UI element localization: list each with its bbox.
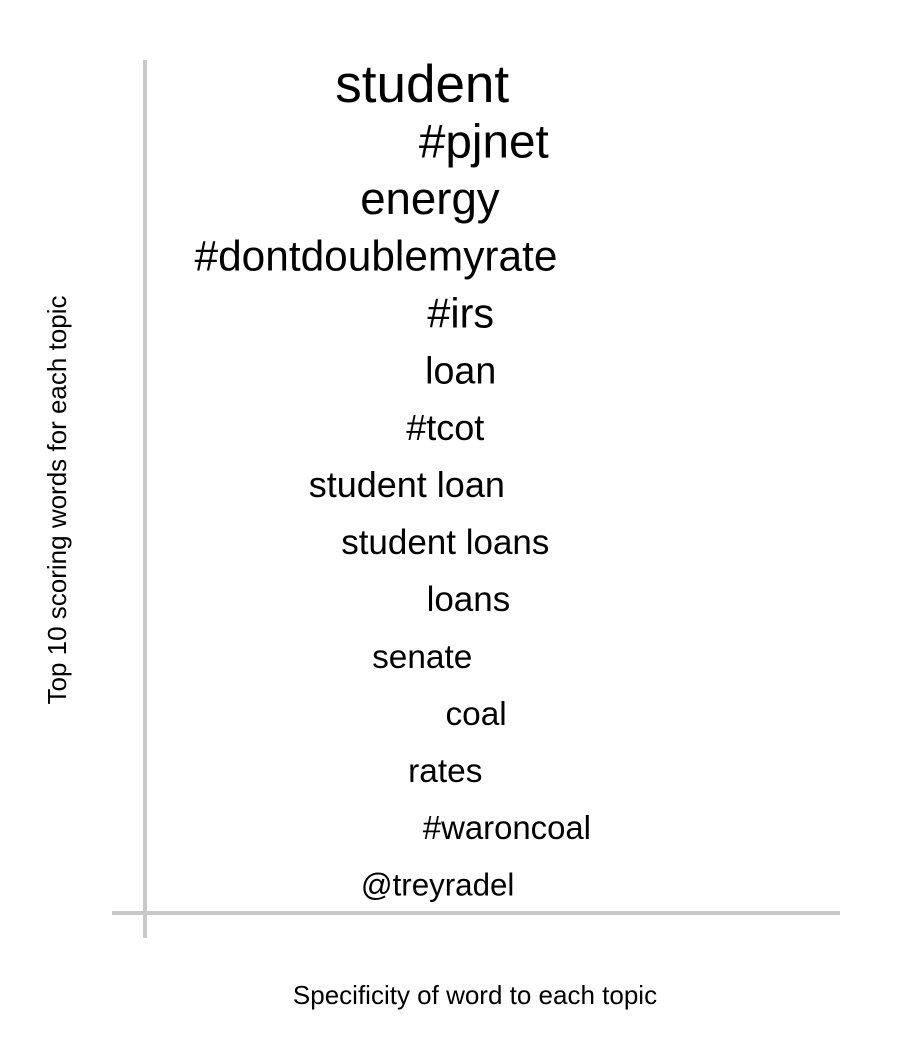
word-label: energy — [360, 173, 500, 224]
word-label: coal — [445, 696, 506, 733]
word-label: #pjnet — [419, 116, 549, 169]
y-axis-title: Top 10 scoring words for each topic — [42, 296, 72, 705]
word-label: loan — [425, 349, 496, 391]
word-label: student loans — [341, 523, 549, 562]
x-axis-title: Specificity of word to each topic — [293, 980, 657, 1010]
word-label: #tcot — [406, 407, 484, 448]
word-label: #waroncoal — [423, 809, 591, 846]
word-label: student loan — [309, 464, 505, 505]
word-label: senate — [372, 639, 472, 676]
word-label: @treyradel — [361, 868, 515, 903]
word-label: #irs — [427, 290, 494, 336]
word-label: #dontdoublemyrate — [195, 233, 558, 280]
word-label: loans — [427, 580, 511, 619]
word-label: student — [335, 55, 509, 114]
word-label: rates — [408, 753, 482, 790]
